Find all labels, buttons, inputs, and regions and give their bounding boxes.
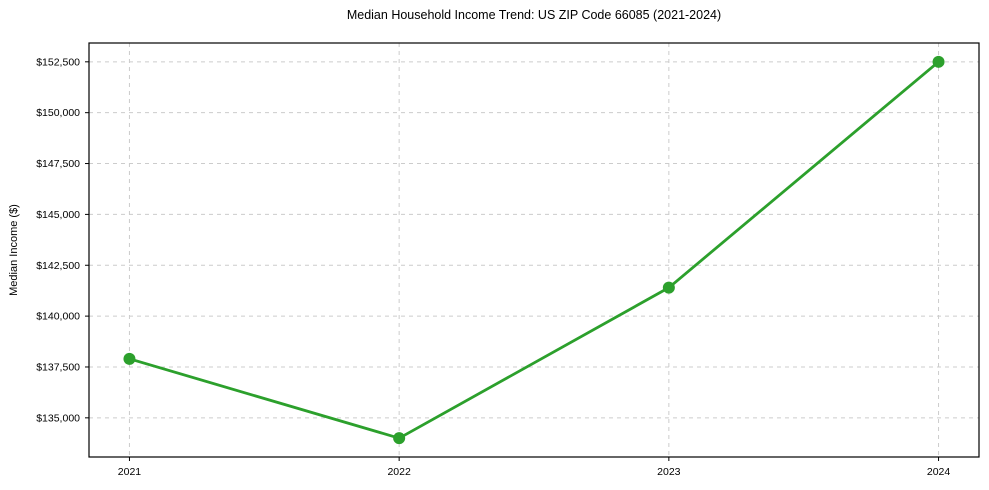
data-point-2022 — [393, 432, 406, 445]
plot-border — [88, 42, 980, 458]
y-tick-label: $147,500 — [36, 158, 80, 170]
data-point-2023 — [662, 281, 675, 294]
y-tick-label: $145,000 — [36, 209, 80, 221]
data-point-2024 — [932, 55, 945, 68]
x-tick-label: 2023 — [657, 466, 681, 478]
data-point-2021 — [123, 352, 136, 365]
chart-title: Median Household Income Trend: US ZIP Co… — [346, 8, 722, 22]
x-tick-label: 2024 — [927, 466, 951, 478]
y-tick-label: $140,000 — [36, 311, 80, 323]
y-tick-label: $135,000 — [36, 412, 80, 424]
y-tick-label: $142,500 — [36, 260, 80, 272]
trend-line — [128, 60, 940, 440]
x-tick-label: 2022 — [387, 466, 411, 478]
y-tick-label: $150,000 — [36, 107, 80, 119]
y-tick-label: $152,500 — [36, 56, 80, 68]
y-tick-label: $137,500 — [36, 361, 80, 373]
x-tick-label: 2021 — [118, 466, 142, 478]
